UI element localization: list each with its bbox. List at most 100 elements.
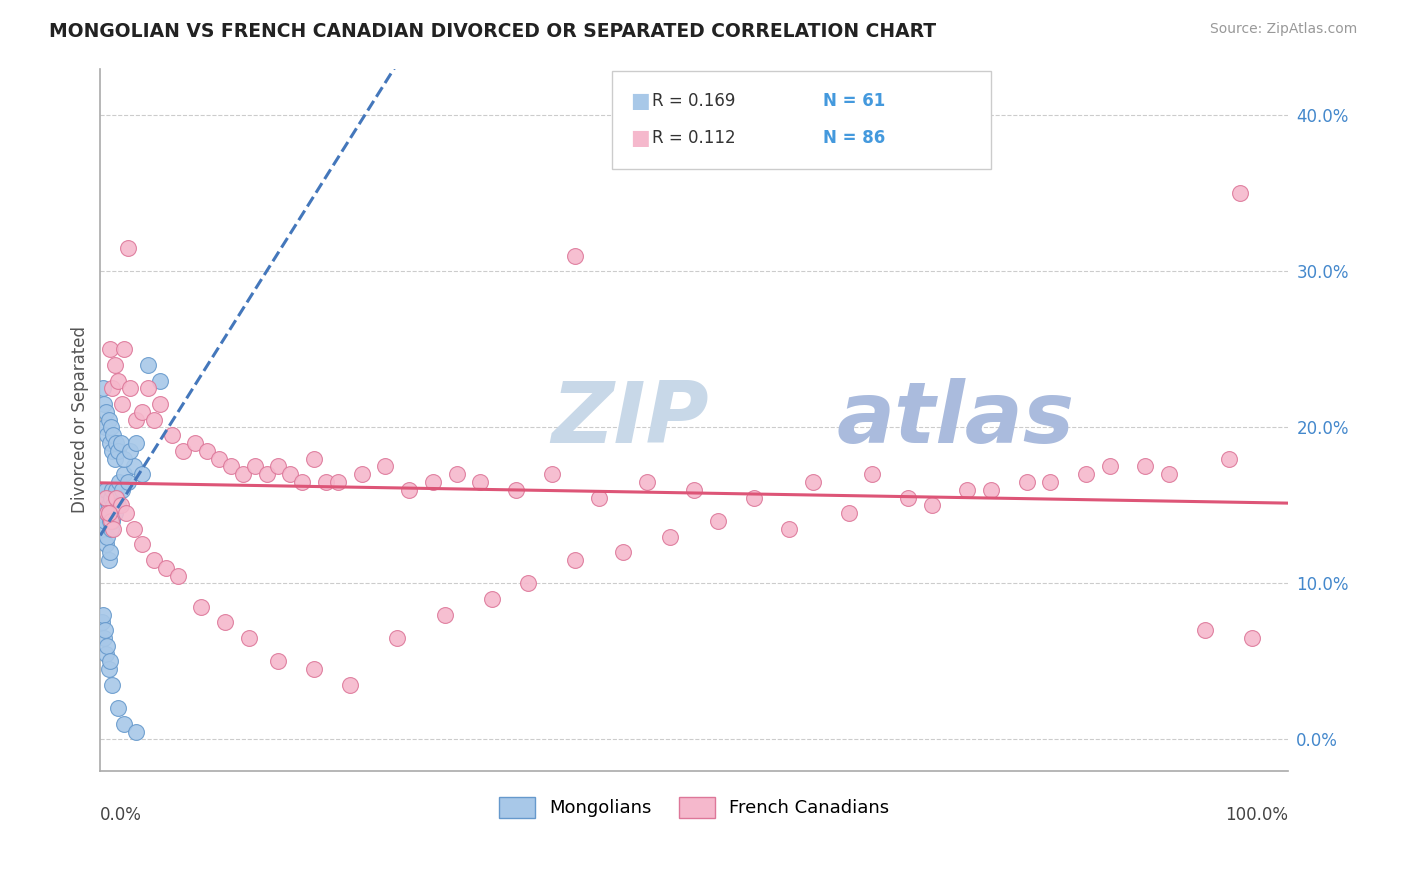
Point <box>374 459 396 474</box>
Point <box>214 615 236 630</box>
Point <box>838 506 860 520</box>
Point <box>350 467 373 482</box>
Point <box>96 506 118 520</box>
Point <box>117 241 139 255</box>
Point <box>94 420 117 434</box>
Point <box>100 522 122 536</box>
Point <box>136 381 159 395</box>
Text: ZIP: ZIP <box>551 378 709 461</box>
Point <box>97 412 120 426</box>
Point <box>96 647 118 661</box>
Point <box>90 615 112 630</box>
Point <box>267 655 290 669</box>
Point <box>98 545 121 559</box>
Point <box>1159 467 1181 482</box>
Point <box>101 483 124 497</box>
Point <box>208 451 231 466</box>
Point <box>101 678 124 692</box>
Point <box>91 506 114 520</box>
Point <box>387 631 409 645</box>
Point <box>122 459 145 474</box>
Point <box>101 514 124 528</box>
Point <box>612 545 634 559</box>
Point <box>97 553 120 567</box>
Point <box>96 491 118 505</box>
Point <box>100 491 122 505</box>
Point <box>326 475 349 489</box>
Point <box>1015 475 1038 489</box>
Point <box>103 522 125 536</box>
Point <box>232 467 254 482</box>
Point <box>112 467 135 482</box>
Point <box>131 537 153 551</box>
Point <box>118 381 141 395</box>
Text: atlas: atlas <box>837 378 1074 461</box>
Point <box>110 499 132 513</box>
Point <box>302 662 325 676</box>
Point <box>564 553 586 567</box>
Point <box>142 553 165 567</box>
Text: N = 61: N = 61 <box>823 92 884 110</box>
Point <box>470 475 492 489</box>
Point <box>104 483 127 497</box>
Point <box>190 599 212 614</box>
Point <box>104 506 127 520</box>
Point <box>96 639 118 653</box>
Point <box>1074 467 1097 482</box>
Point <box>125 436 148 450</box>
Point <box>97 499 120 513</box>
Point <box>112 343 135 357</box>
Point <box>91 483 114 497</box>
Point <box>93 631 115 645</box>
Point <box>481 592 503 607</box>
Point <box>422 475 444 489</box>
Point <box>433 607 456 622</box>
Point <box>96 506 118 520</box>
Text: 100.0%: 100.0% <box>1225 805 1288 824</box>
Point <box>104 436 127 450</box>
Point <box>1098 459 1121 474</box>
Point <box>860 467 883 482</box>
Point <box>195 443 218 458</box>
Text: Source: ZipAtlas.com: Source: ZipAtlas.com <box>1209 22 1357 37</box>
Point <box>101 381 124 395</box>
Point <box>110 436 132 450</box>
Point <box>921 499 943 513</box>
Point <box>683 483 706 497</box>
Y-axis label: Divorced or Separated: Divorced or Separated <box>72 326 89 513</box>
Point <box>122 522 145 536</box>
Point <box>125 412 148 426</box>
Point <box>142 412 165 426</box>
Point <box>98 514 121 528</box>
Point <box>94 514 117 528</box>
Point <box>267 459 290 474</box>
Point <box>256 467 278 482</box>
Point <box>238 631 260 645</box>
Legend: Mongolians, French Canadians: Mongolians, French Canadians <box>492 789 897 825</box>
Point <box>98 436 121 450</box>
Point <box>564 249 586 263</box>
Point <box>1194 624 1216 638</box>
Point <box>505 483 527 497</box>
Point <box>149 397 172 411</box>
Point <box>94 491 117 505</box>
Point <box>516 576 538 591</box>
Point <box>96 483 118 497</box>
Point <box>280 467 302 482</box>
Point <box>115 506 138 520</box>
Point <box>100 514 122 528</box>
Point <box>107 443 129 458</box>
Point <box>588 491 610 505</box>
Point <box>107 499 129 513</box>
Point <box>897 491 920 505</box>
Point <box>112 451 135 466</box>
Point <box>243 459 266 474</box>
Point <box>980 483 1002 497</box>
Point <box>100 420 122 434</box>
Point <box>166 568 188 582</box>
Point <box>136 358 159 372</box>
Point <box>160 428 183 442</box>
Point <box>93 499 115 513</box>
Point <box>97 662 120 676</box>
Point <box>112 717 135 731</box>
